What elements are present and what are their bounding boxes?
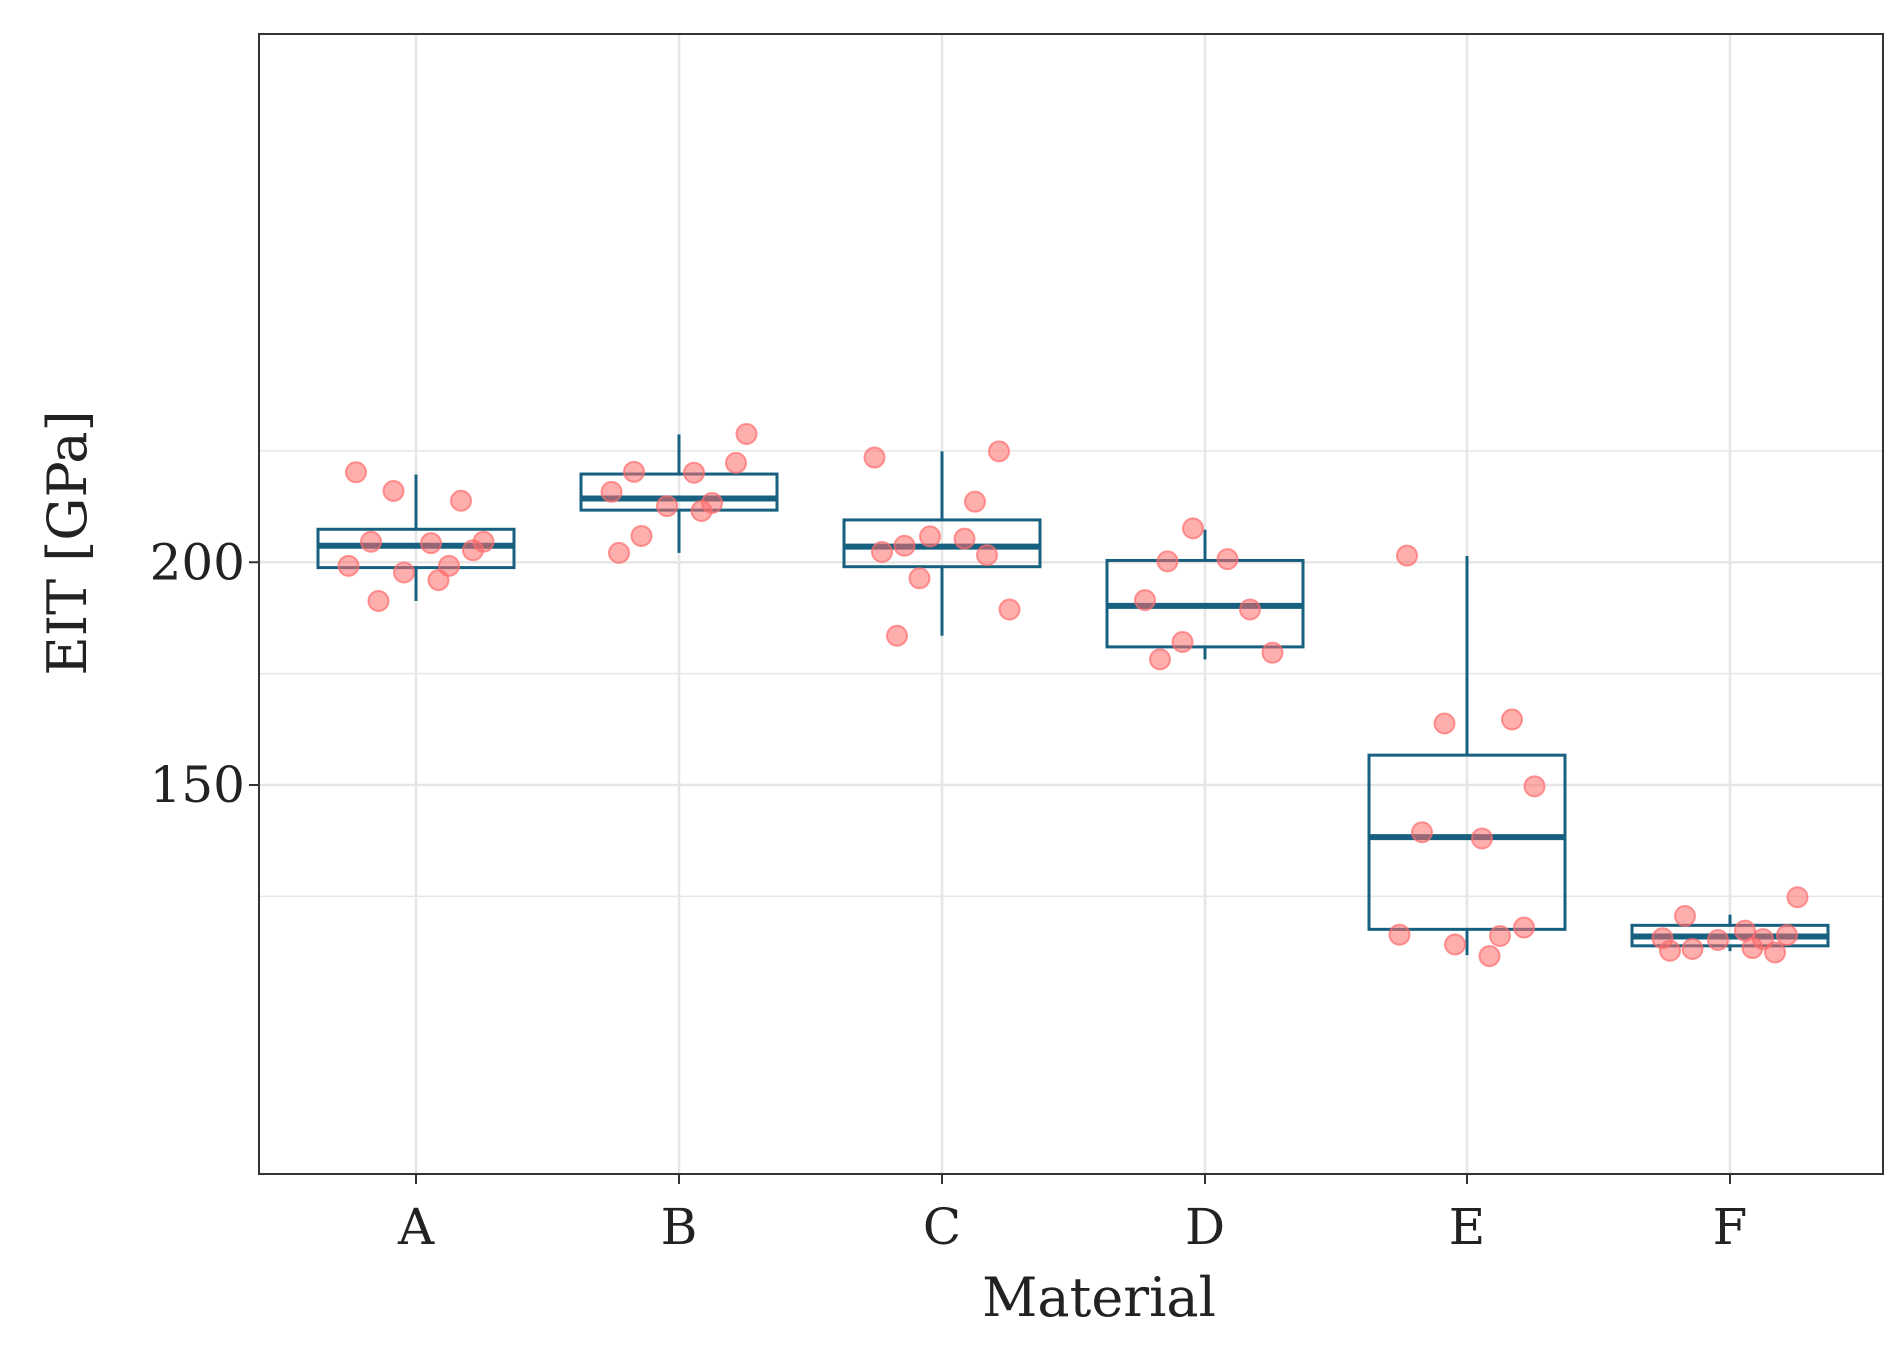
data-point: [964, 490, 986, 513]
data-point: [450, 489, 472, 512]
data-point: [1149, 648, 1171, 671]
data-point: [656, 495, 678, 518]
data-point: [886, 624, 908, 647]
data-point: [1433, 712, 1456, 735]
data-point: [1659, 939, 1681, 962]
data-point: [953, 527, 976, 550]
box-iqr: [842, 518, 1042, 569]
data-point: [1681, 937, 1704, 960]
data-point: [600, 480, 623, 503]
data-point: [1786, 886, 1809, 909]
data-point: [871, 541, 893, 564]
data-point: [1388, 923, 1411, 946]
box-iqr: [579, 472, 779, 512]
plot-frame: [258, 33, 1884, 1175]
data-point: [683, 461, 705, 484]
box-series: [316, 434, 1830, 956]
y-tick-label: 200: [150, 533, 245, 591]
data-point: [1134, 589, 1156, 612]
data-point: [1239, 598, 1261, 621]
data-point: [1478, 945, 1501, 968]
data-point: [919, 525, 941, 548]
data-point: [462, 539, 484, 562]
data-point: [1156, 550, 1179, 573]
data-point: [1707, 929, 1729, 952]
x-axis-title: Material: [982, 1266, 1216, 1329]
data-point: [988, 440, 1010, 463]
jitter-points: [337, 422, 1809, 968]
data-point: [1396, 544, 1418, 567]
data-point: [427, 569, 450, 592]
data-point: [1523, 775, 1546, 798]
y-axis-title: EIT [GPa]: [36, 410, 99, 675]
data-point: [1776, 924, 1798, 947]
data-point: [1444, 933, 1466, 956]
data-point: [998, 598, 1021, 621]
y-axis: 150 200: [150, 533, 259, 814]
data-point: [1182, 517, 1204, 540]
data-point: [976, 544, 998, 567]
data-point: [382, 479, 405, 502]
data-point: [1411, 821, 1433, 844]
plot-background: [259, 34, 1883, 1174]
data-point: [893, 534, 916, 557]
data-point: [367, 590, 390, 613]
data-point: [690, 500, 713, 523]
x-tick-label: F: [1713, 1198, 1748, 1256]
data-point: [1171, 630, 1194, 653]
data-point: [360, 530, 382, 553]
box-iqr: [1367, 753, 1567, 931]
data-point: [1216, 548, 1239, 571]
data-point: [725, 451, 747, 474]
data-point: [420, 532, 442, 555]
data-point: [1489, 925, 1511, 948]
data-point: [1764, 941, 1786, 964]
x-tick-label: B: [661, 1198, 698, 1256]
data-point: [630, 524, 653, 547]
data-point: [735, 422, 758, 445]
data-point: [608, 541, 630, 564]
x-tick-label: C: [923, 1198, 961, 1256]
data-point: [337, 554, 360, 577]
x-tick-label: D: [1185, 1198, 1225, 1256]
data-point: [1261, 641, 1284, 664]
data-point: [1471, 827, 1493, 850]
data-point: [908, 567, 931, 590]
data-point: [863, 446, 886, 469]
data-point: [623, 460, 645, 483]
data-point: [1741, 937, 1764, 960]
x-tick-label: E: [1449, 1198, 1486, 1256]
data-point: [1501, 708, 1523, 731]
data-point: [1513, 916, 1535, 939]
data-point: [1674, 904, 1696, 927]
x-tick-label: A: [397, 1198, 435, 1256]
x-axis: A B C D E F: [397, 1174, 1747, 1256]
data-point: [345, 461, 367, 484]
y-tick-label: 150: [150, 756, 245, 814]
data-point: [393, 561, 415, 584]
